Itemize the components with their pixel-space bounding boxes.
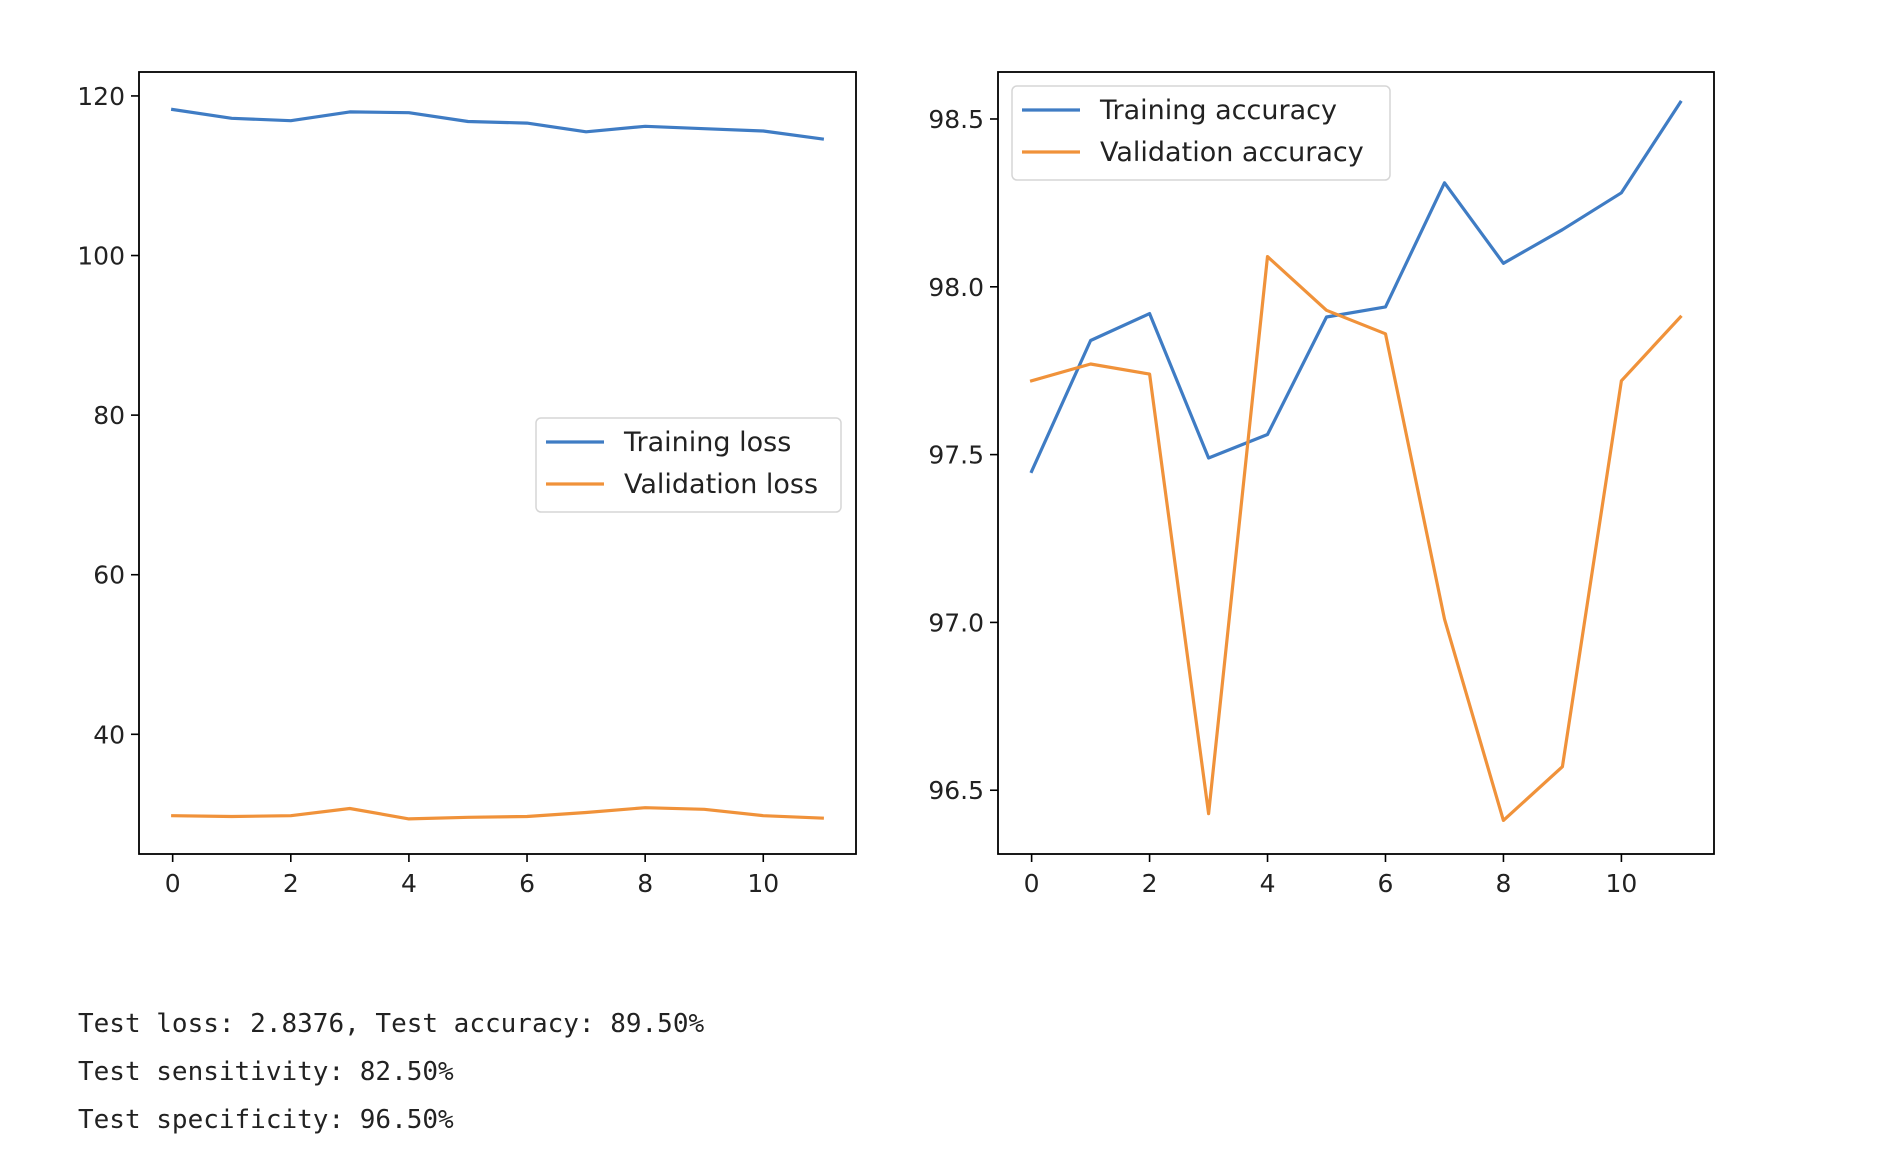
test-sensitivity-line: Test sensitivity: 82.50% — [78, 1057, 454, 1087]
loss-chart-ytick-label: 40 — [93, 720, 125, 749]
loss-chart-xtick-label: 4 — [401, 869, 417, 898]
accuracy-chart-series-line-1 — [1029, 255, 1683, 823]
accuracy-chart-xtick-label: 0 — [1024, 869, 1040, 898]
accuracy-chart-ytick-label: 96.5 — [928, 776, 984, 805]
loss-chart-xtick-label: 6 — [519, 869, 535, 898]
accuracy-chart-legend-label: Training accuracy — [1099, 95, 1337, 126]
loss-chart-ytick-label: 80 — [93, 401, 125, 430]
accuracy-chart-xtick-label: 10 — [1605, 869, 1637, 898]
accuracy-chart-legend-box — [1011, 85, 1391, 181]
loss-chart-series-line-1 — [171, 806, 824, 821]
test-loss-accuracy-line: Test loss: 2.8376, Test accuracy: 89.50% — [78, 1009, 705, 1039]
accuracy-chart-ytick-label: 98.0 — [928, 273, 984, 302]
loss-chart-legend-box — [535, 417, 842, 513]
loss-chart-ytick-label: 100 — [77, 242, 125, 271]
accuracy-chart-xtick-label: 4 — [1260, 869, 1276, 898]
loss-chart-legend-label: Validation loss — [624, 469, 818, 500]
loss-chart-ytick-label: 120 — [77, 82, 125, 111]
test-metrics-output: Test loss: 2.8376, Test accuracy: 89.50%… — [78, 1000, 704, 1144]
loss-chart-xtick-label: 2 — [283, 869, 299, 898]
test-specificity-line: Test specificity: 96.50% — [78, 1105, 454, 1135]
loss-chart-axes-frame — [138, 71, 857, 855]
loss-chart-legend: Training loss Validation loss — [535, 417, 842, 513]
accuracy-chart-ytick-label: 98.5 — [928, 105, 984, 134]
accuracy-chart-series-line-0 — [1029, 99, 1683, 474]
accuracy-chart-ytick-label: 97.0 — [928, 608, 984, 637]
accuracy-chart-xtick-label: 2 — [1142, 869, 1158, 898]
loss-chart-ytick-label: 60 — [93, 561, 125, 590]
loss-chart-series-line-0 — [170, 107, 825, 141]
accuracy-chart: 0 2 4 6 8 10 96.5 97.0 97.5 98.0 98.5 Training accu… — [928, 71, 1715, 898]
accuracy-chart-xtick-label: 8 — [1495, 869, 1511, 898]
accuracy-chart-xtick-label: 6 — [1378, 869, 1394, 898]
loss-chart: 0 2 4 6 8 10 40 60 80 100 120 Training loss Validati… — [77, 71, 857, 898]
accuracy-chart-ytick-label: 97.5 — [928, 441, 984, 470]
accuracy-chart-legend: Training accuracy Validation accuracy — [1011, 85, 1391, 181]
accuracy-chart-legend-label: Validation accuracy — [1100, 137, 1364, 168]
loss-chart-legend-label: Training loss — [623, 427, 791, 458]
loss-chart-xtick-label: 8 — [637, 869, 653, 898]
loss-chart-xtick-label: 0 — [165, 869, 181, 898]
loss-chart-xtick-label: 10 — [747, 869, 779, 898]
accuracy-chart-axes-frame — [997, 71, 1715, 855]
